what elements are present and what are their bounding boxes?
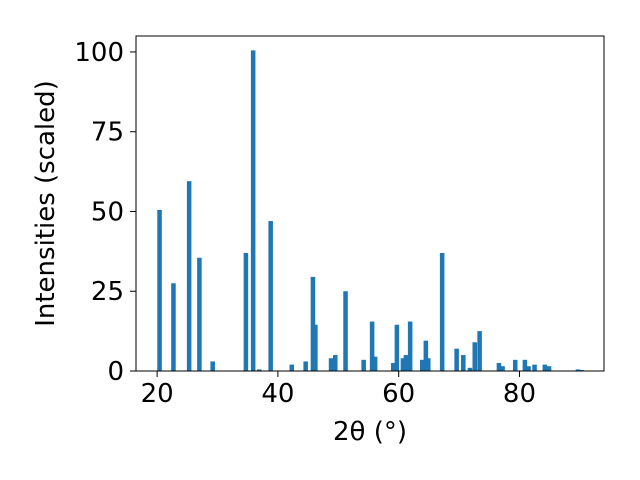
- bar: [289, 364, 295, 371]
- bar: [186, 181, 192, 371]
- bar: [313, 324, 318, 371]
- bar: [461, 355, 466, 371]
- bar: [171, 283, 176, 371]
- bar: [532, 364, 537, 371]
- ticks-layer: 20 40 60 80 0 25 50 75 100: [74, 38, 536, 409]
- bar: [403, 355, 409, 371]
- y-tick-label: 0: [107, 357, 124, 387]
- x-tick-label: 20: [141, 379, 174, 409]
- bar: [328, 358, 334, 371]
- bar: [310, 276, 316, 371]
- bar: [467, 367, 473, 371]
- bar: [423, 340, 429, 371]
- bar: [439, 252, 445, 371]
- plot-frame: [135, 35, 605, 372]
- bar: [250, 50, 256, 372]
- bar: [496, 363, 502, 371]
- bar: [454, 348, 459, 371]
- bar: [394, 324, 400, 371]
- bar: [542, 364, 548, 371]
- bar: [500, 366, 505, 371]
- bar: [343, 291, 348, 371]
- bar: [369, 321, 375, 371]
- bar: [472, 342, 478, 371]
- bar: [419, 359, 425, 371]
- bar: [426, 358, 431, 371]
- bar: [303, 361, 308, 371]
- bar: [157, 209, 162, 371]
- x-axis-label: 2θ (°): [333, 417, 407, 447]
- x-tick-label: 80: [503, 379, 536, 409]
- y-tick-label: 25: [91, 277, 124, 307]
- bar: [210, 361, 215, 371]
- bar: [197, 257, 202, 371]
- bar: [477, 331, 482, 371]
- bar: [361, 359, 366, 371]
- bar: [522, 359, 528, 371]
- bar: [333, 355, 338, 371]
- bar: [575, 369, 581, 371]
- bar: [390, 363, 396, 371]
- bar: [526, 366, 531, 371]
- bar: [546, 366, 552, 371]
- y-tick-label: 75: [91, 118, 124, 148]
- x-tick-label: 40: [261, 379, 294, 409]
- bars-layer: [157, 50, 584, 372]
- y-tick-label: 50: [91, 197, 124, 227]
- x-tick-label: 60: [382, 379, 415, 409]
- y-tick-label: 100: [74, 38, 124, 68]
- bar: [400, 358, 406, 371]
- bar: [268, 221, 273, 371]
- y-axis-label: Intensities (scaled): [31, 80, 61, 327]
- bar: [512, 359, 518, 371]
- bar: [256, 369, 262, 371]
- bar: [372, 356, 378, 371]
- bar: [407, 321, 413, 371]
- bar: [243, 252, 249, 371]
